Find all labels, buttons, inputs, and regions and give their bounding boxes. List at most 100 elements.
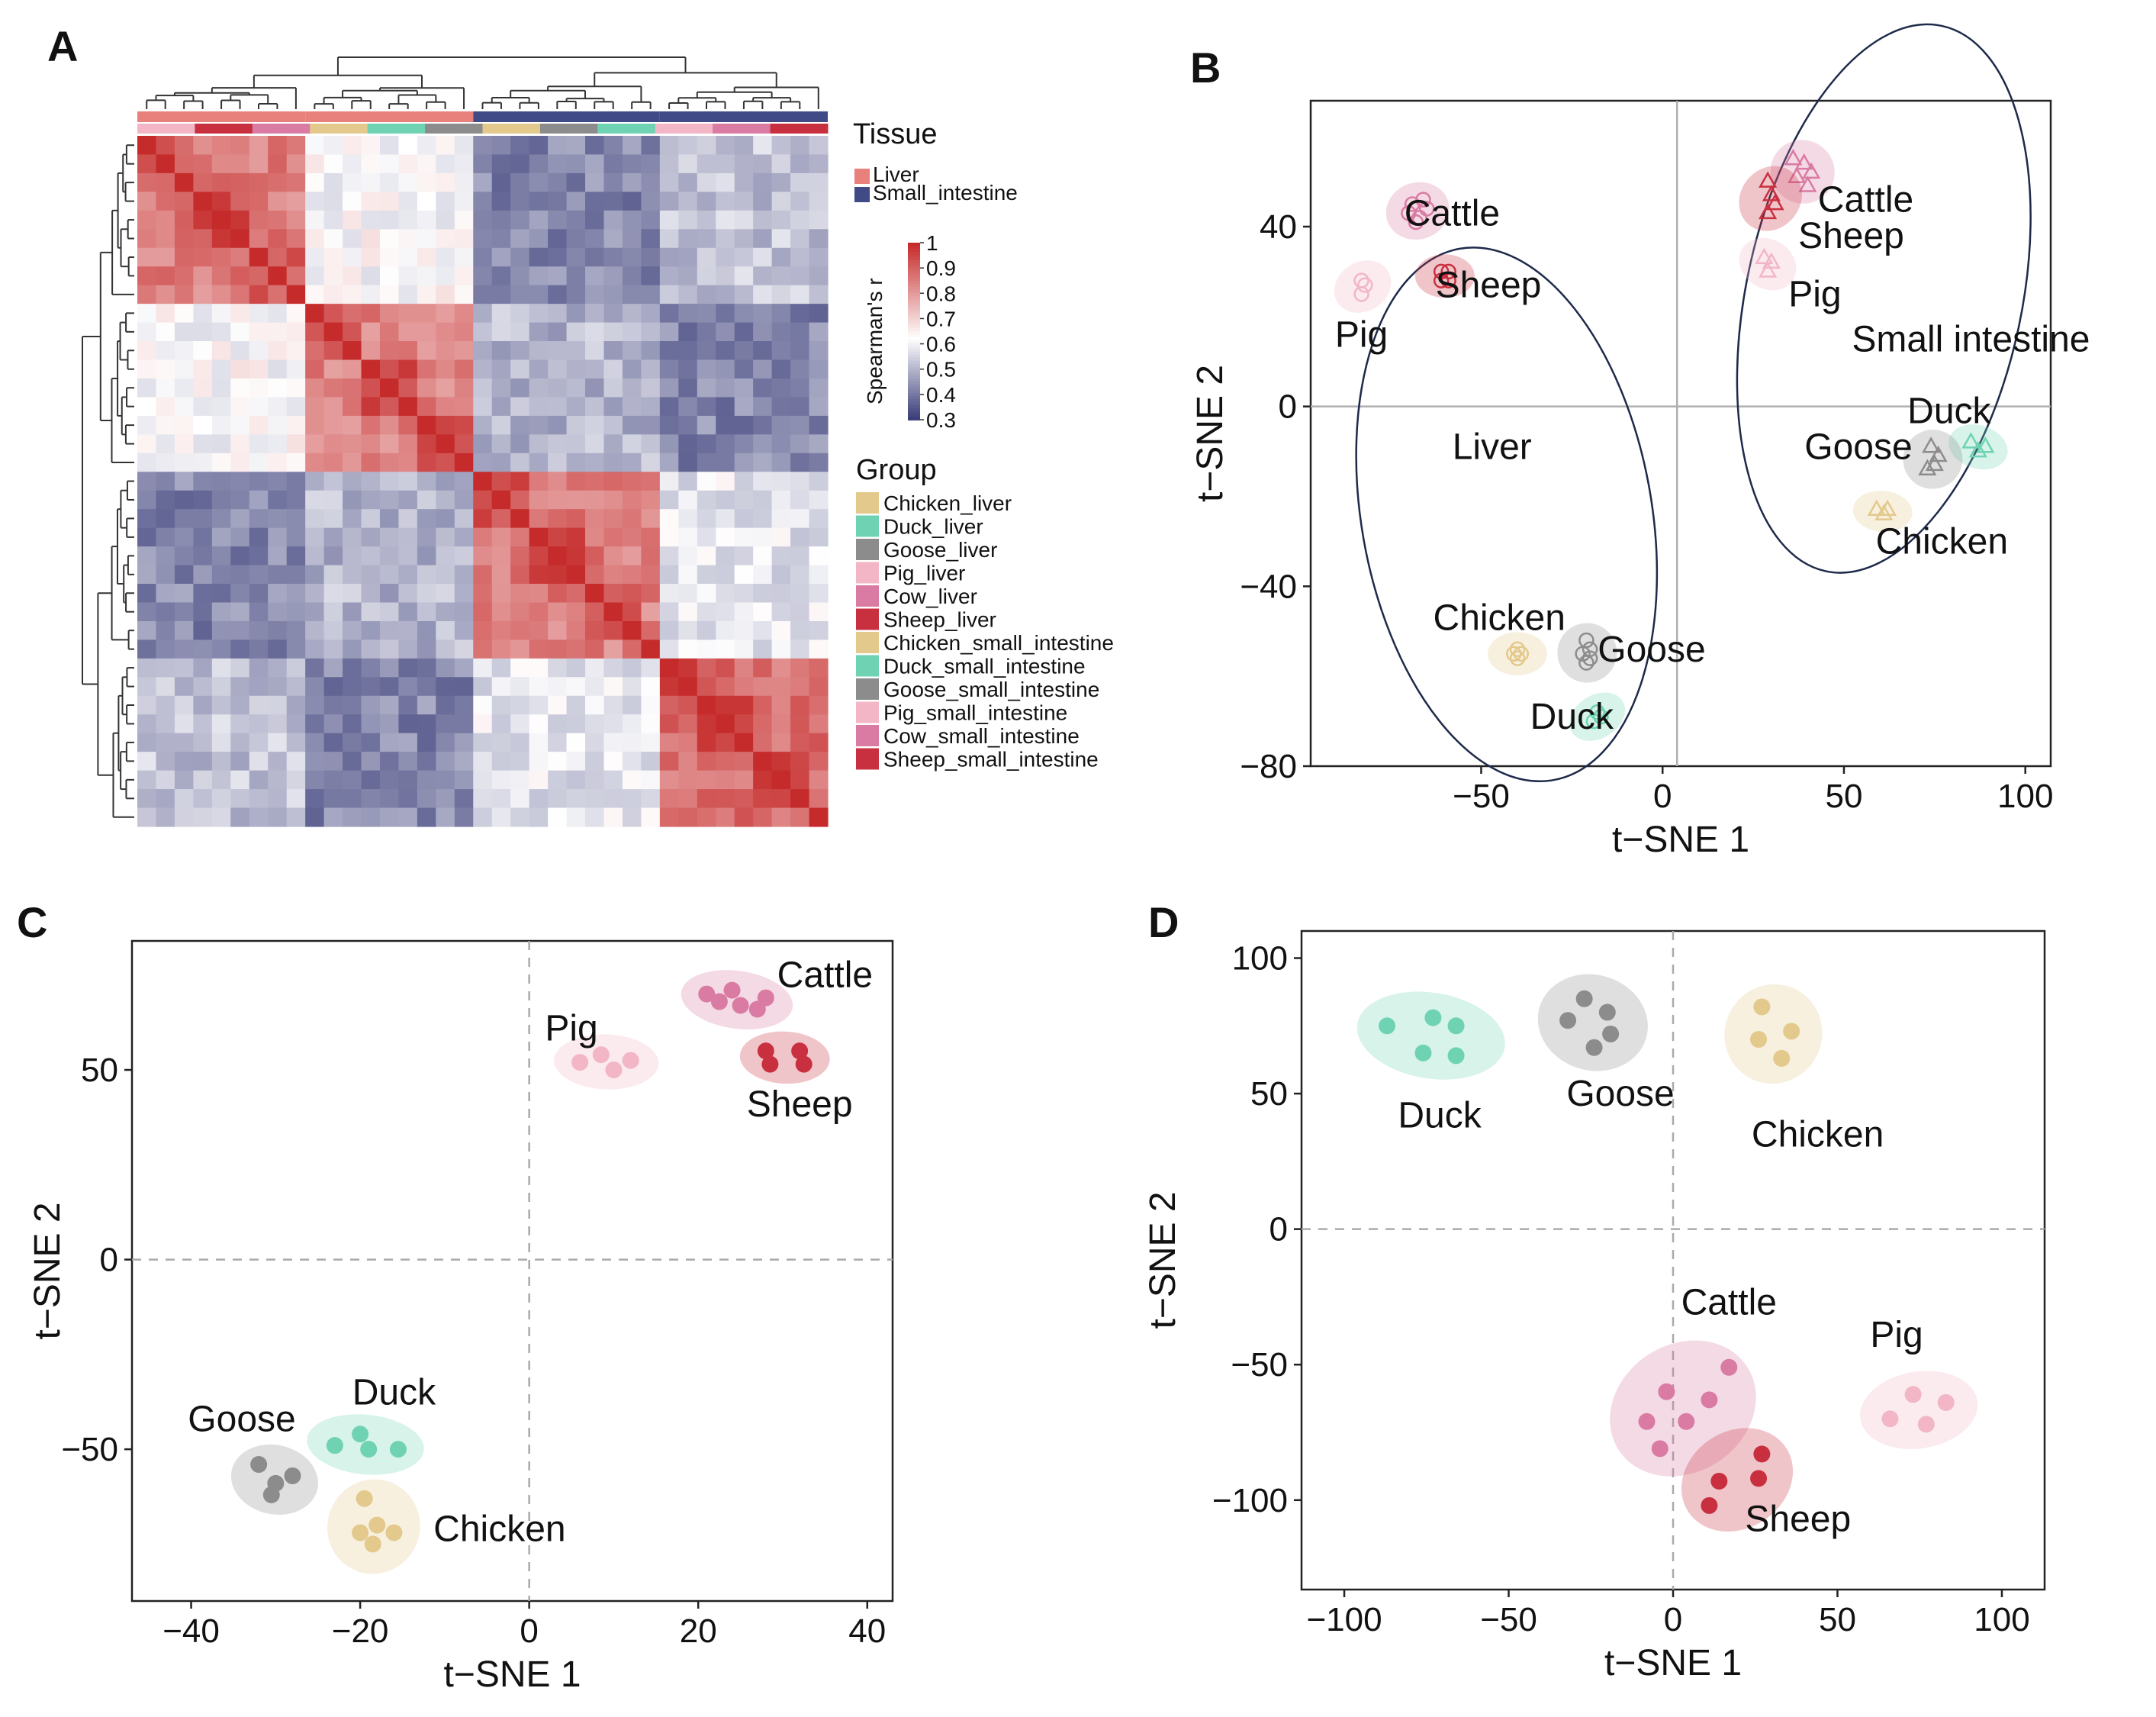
heatmap-cell: [641, 527, 661, 547]
heatmap-cell: [622, 453, 642, 472]
heatmap-cell: [249, 341, 269, 361]
heatmap-cell: [603, 695, 623, 715]
heatmap-cell: [697, 229, 716, 249]
heatmap-cell: [343, 266, 362, 286]
heatmap-cell: [491, 136, 511, 156]
heatmap-cell: [603, 304, 623, 324]
point-pig: [1937, 1393, 1955, 1411]
heatmap-cell: [771, 285, 791, 304]
heatmap-cell: [473, 733, 493, 752]
heatmap-cell: [697, 192, 716, 211]
heatmap-cell: [137, 509, 157, 529]
heatmap-cell: [678, 546, 698, 566]
heatmap-cell: [753, 247, 773, 267]
heatmap-cell: [398, 733, 418, 752]
point-cattle: [710, 993, 728, 1010]
heatmap-cell: [323, 714, 343, 734]
top-annotation-bars: [137, 111, 829, 134]
heatmap-cell: [286, 658, 306, 678]
heatmap-cell: [417, 733, 436, 752]
heatmap-cell: [678, 695, 698, 715]
heatmap-cell: [230, 266, 250, 286]
group-legend-swatch: [856, 539, 879, 560]
heatmap-cell: [379, 620, 400, 641]
heatmap-cell: [193, 509, 213, 529]
point-sheep: [1759, 171, 1778, 188]
point-cattle: [1678, 1413, 1695, 1430]
heatmap-cell: [678, 472, 698, 491]
heatmap-cell: [436, 192, 455, 211]
colorbar-tick-label: 1: [926, 231, 938, 255]
heatmap-cell: [622, 602, 642, 622]
heatmap-cell: [249, 247, 269, 267]
heatmap-cell: [716, 472, 735, 491]
heatmap-cell: [323, 304, 343, 324]
heatmap-cell: [230, 565, 250, 585]
heatmap-cell: [697, 266, 716, 286]
heatmap-cell: [211, 304, 231, 324]
heatmap-cell: [268, 714, 288, 734]
heatmap-cell: [771, 807, 791, 827]
point-chicken: [1783, 1023, 1800, 1040]
group-annotation-segment: [310, 124, 368, 134]
y-tick-label: 50: [81, 1052, 118, 1089]
heatmap-cell: [305, 639, 325, 659]
heatmap-cell: [417, 285, 436, 304]
heatmap-cell: [603, 546, 623, 566]
heatmap-cell: [156, 285, 175, 304]
heatmap-cell: [156, 378, 175, 398]
heatmap-cell: [491, 807, 511, 827]
heatmap-cell: [398, 136, 418, 156]
group-legend-swatch: [856, 562, 879, 584]
heatmap-cell: [697, 695, 716, 715]
heatmap-cell: [641, 285, 661, 304]
point-cattle: [1784, 149, 1803, 166]
heatmap-cell: [753, 807, 773, 827]
heatmap-cell: [809, 490, 829, 510]
heatmap-cell: [641, 378, 661, 398]
heatmap-cell: [249, 434, 269, 454]
heatmap-cell: [417, 677, 436, 697]
heatmap-cell: [734, 639, 754, 659]
heatmap-cell: [771, 620, 791, 641]
heatmap-cell: [454, 733, 474, 752]
heatmap-cell: [790, 658, 810, 678]
heatmap-cell: [771, 658, 791, 678]
colorbar-step: [908, 284, 920, 288]
point-cattle: [1651, 1440, 1668, 1458]
heatmap-cell: [305, 434, 325, 454]
point-duck: [1424, 1009, 1442, 1026]
heatmap-cell: [268, 192, 288, 211]
heatmap-cell: [436, 584, 455, 604]
heatmap-cell: [230, 136, 250, 156]
heatmap-cell: [659, 304, 679, 324]
group-legend-label: Sheep_small_intestine: [883, 748, 1099, 772]
x-tick-label: 0: [1653, 778, 1672, 815]
heatmap-cell: [753, 602, 773, 622]
heatmap-cell: [809, 378, 829, 398]
heatmap-cell: [659, 490, 679, 510]
heatmap-cell: [603, 415, 623, 435]
heatmap-cell: [193, 247, 213, 267]
heatmap-cell: [529, 584, 549, 604]
heatmap-cell: [230, 247, 250, 267]
heatmap-cell: [585, 285, 605, 304]
heatmap-cell: [156, 639, 175, 659]
heatmap-cell: [566, 192, 586, 211]
point-cattle: [1638, 1413, 1656, 1430]
point-chicken: [352, 1524, 369, 1541]
heatmap-cell: [230, 322, 250, 342]
heatmap-cell: [137, 695, 157, 715]
heatmap-cell: [603, 172, 623, 192]
heatmap-cell: [809, 620, 829, 641]
heatmap-cell: [286, 677, 306, 697]
group-label-duck: Duck: [1530, 697, 1614, 737]
heatmap-cell: [510, 154, 530, 174]
heatmap-cell: [249, 285, 269, 304]
heatmap-cell: [753, 453, 773, 472]
heatmap-cell: [343, 154, 362, 174]
heatmap-cell: [174, 247, 194, 267]
heatmap-cell: [454, 770, 474, 790]
heatmap-cell: [343, 714, 362, 734]
heatmap-cell: [230, 620, 250, 641]
